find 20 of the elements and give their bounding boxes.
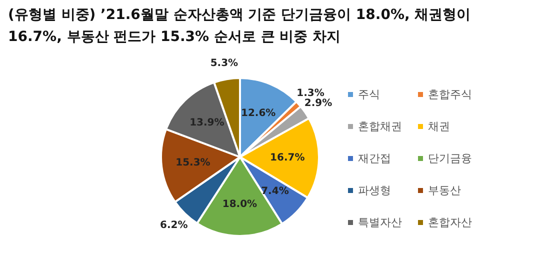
data-label: 12.6%: [240, 108, 276, 119]
legend-label: 주식: [358, 87, 380, 102]
data-label: 16.7%: [270, 152, 305, 164]
legend-label: 채권: [428, 119, 450, 134]
legend-label: 혼합주식: [428, 87, 472, 102]
data-label: 15.3%: [176, 157, 210, 168]
data-label: 6.2%: [160, 220, 188, 231]
data-label: 1.3%: [296, 88, 324, 99]
data-label: 18.0%: [222, 198, 258, 210]
legend-label: 특별자산: [358, 215, 402, 230]
legend-label: 단기금융: [428, 151, 472, 166]
legend-label: 혼합자산: [428, 215, 472, 230]
data-label: 5.3%: [210, 58, 238, 69]
legend-label: 파생형: [358, 183, 391, 198]
chart-title: (유형별 비중) ’21.6월말 순자산총액 기준 단기금융이 18.0%, 채권형이 16.7%, 부동산 펀드가 15.3% 순서로 큰 비중 차지: [8, 6, 472, 47]
data-label: 2.9%: [304, 98, 332, 109]
legend-label: 재간접: [358, 151, 391, 166]
data-label: 13.9%: [190, 118, 224, 129]
legend-label: 부동산: [428, 183, 461, 198]
legend-label: 혼합채권: [358, 119, 402, 134]
